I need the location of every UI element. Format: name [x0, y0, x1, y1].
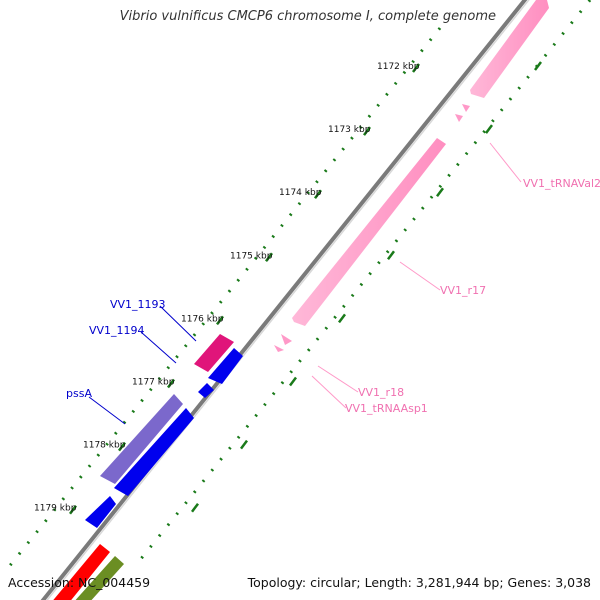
ruler-label-1172: 1172 kbp [377, 62, 420, 72]
ruler-tick-inner-1177 [289, 376, 297, 387]
ruler-tick-inner-1174 [436, 187, 444, 197]
ruler-tick-inner-1176 [338, 313, 346, 324]
accession-text: Accession: NC_004459 [8, 575, 151, 590]
label-tRNAVal2[interactable]: VV1_tRNAVal2 [523, 177, 600, 190]
ruler: 1172 kbp 1173 kbp 1174 kbp 1175 kbp 1176 kbp… [34, 61, 542, 515]
label-r18[interactable]: VV1_r18 [358, 386, 404, 399]
ruler-tick-1175 [265, 252, 273, 263]
ruler-label-1173: 1173 kbp [328, 125, 371, 135]
gene-labels: VV1_tRNAVal2 VV1_r17 VV1_r18 VV1_tRNAAsp… [66, 177, 600, 415]
ruler-label-1179: 1179 kbp [34, 504, 77, 514]
gene-pssA [100, 394, 183, 484]
gene-outer-green [75, 556, 124, 600]
reverse-features [274, 0, 549, 352]
label-pssA[interactable]: pssA [66, 387, 92, 400]
ruler-tick-1177 [167, 378, 175, 389]
label-VV1_1193[interactable]: VV1_1193 [110, 298, 166, 311]
forward-features [85, 334, 243, 528]
gene-pssA-cds [114, 408, 194, 496]
gene-1194-cds [208, 348, 243, 384]
gene-r-top [470, 0, 549, 98]
gene-tRNAVal2-a [462, 104, 470, 112]
ruler-label-1175: 1175 kbp [230, 251, 273, 261]
ruler-tick-1174 [314, 189, 322, 199]
gene-outer-red [53, 544, 110, 600]
ruler-label-1174: 1174 kbp [279, 188, 322, 198]
gene-r18 [281, 334, 292, 345]
label-r17[interactable]: VV1_r17 [440, 284, 486, 297]
ruler-track-inner [138, 0, 592, 561]
ruler-tick-1179 [69, 504, 77, 515]
gene-tRNAAsp1 [274, 345, 284, 352]
gene-small-cds [198, 383, 214, 398]
topology-summary: Topology: circular; Length: 3,281,944 bp… [247, 575, 591, 590]
ruler-tick-inner-1173 [484, 124, 494, 134]
ruler-label-1176: 1176 kbp [181, 314, 224, 324]
gene-1193-magenta [194, 334, 234, 372]
ruler-tick-1176 [216, 315, 224, 326]
ruler-tick-inner-1175 [387, 250, 395, 261]
ruler-tick-inner-1172 [534, 61, 542, 71]
chromosome-backbone [40, 0, 528, 600]
gene-r17 [292, 138, 446, 326]
ruler-tick-1173 [362, 126, 372, 136]
ruler-tick-inner-1179 [191, 502, 199, 513]
map-title: Vibrio vulnificus CMCP6 chromosome I, co… [119, 9, 496, 24]
label-tRNAAsp1[interactable]: VV1_tRNAAsp1 [345, 402, 428, 415]
ruler-tick-inner-1178 [240, 439, 248, 450]
gene-tRNAVal2-b [455, 114, 463, 122]
ruler-track-outer [6, 27, 442, 569]
ruler-label-1177: 1177 kbp [132, 378, 175, 388]
label-VV1_1194[interactable]: VV1_1194 [89, 324, 145, 337]
ruler-label-1178: 1178 kbp [83, 441, 126, 451]
ruler-tick-1178 [118, 441, 126, 452]
chromosome-backbone-shadow [46, 0, 530, 600]
gene-1179-cds [85, 496, 116, 528]
label-connectors [88, 142, 522, 425]
ruler-tick-1172 [412, 63, 420, 73]
